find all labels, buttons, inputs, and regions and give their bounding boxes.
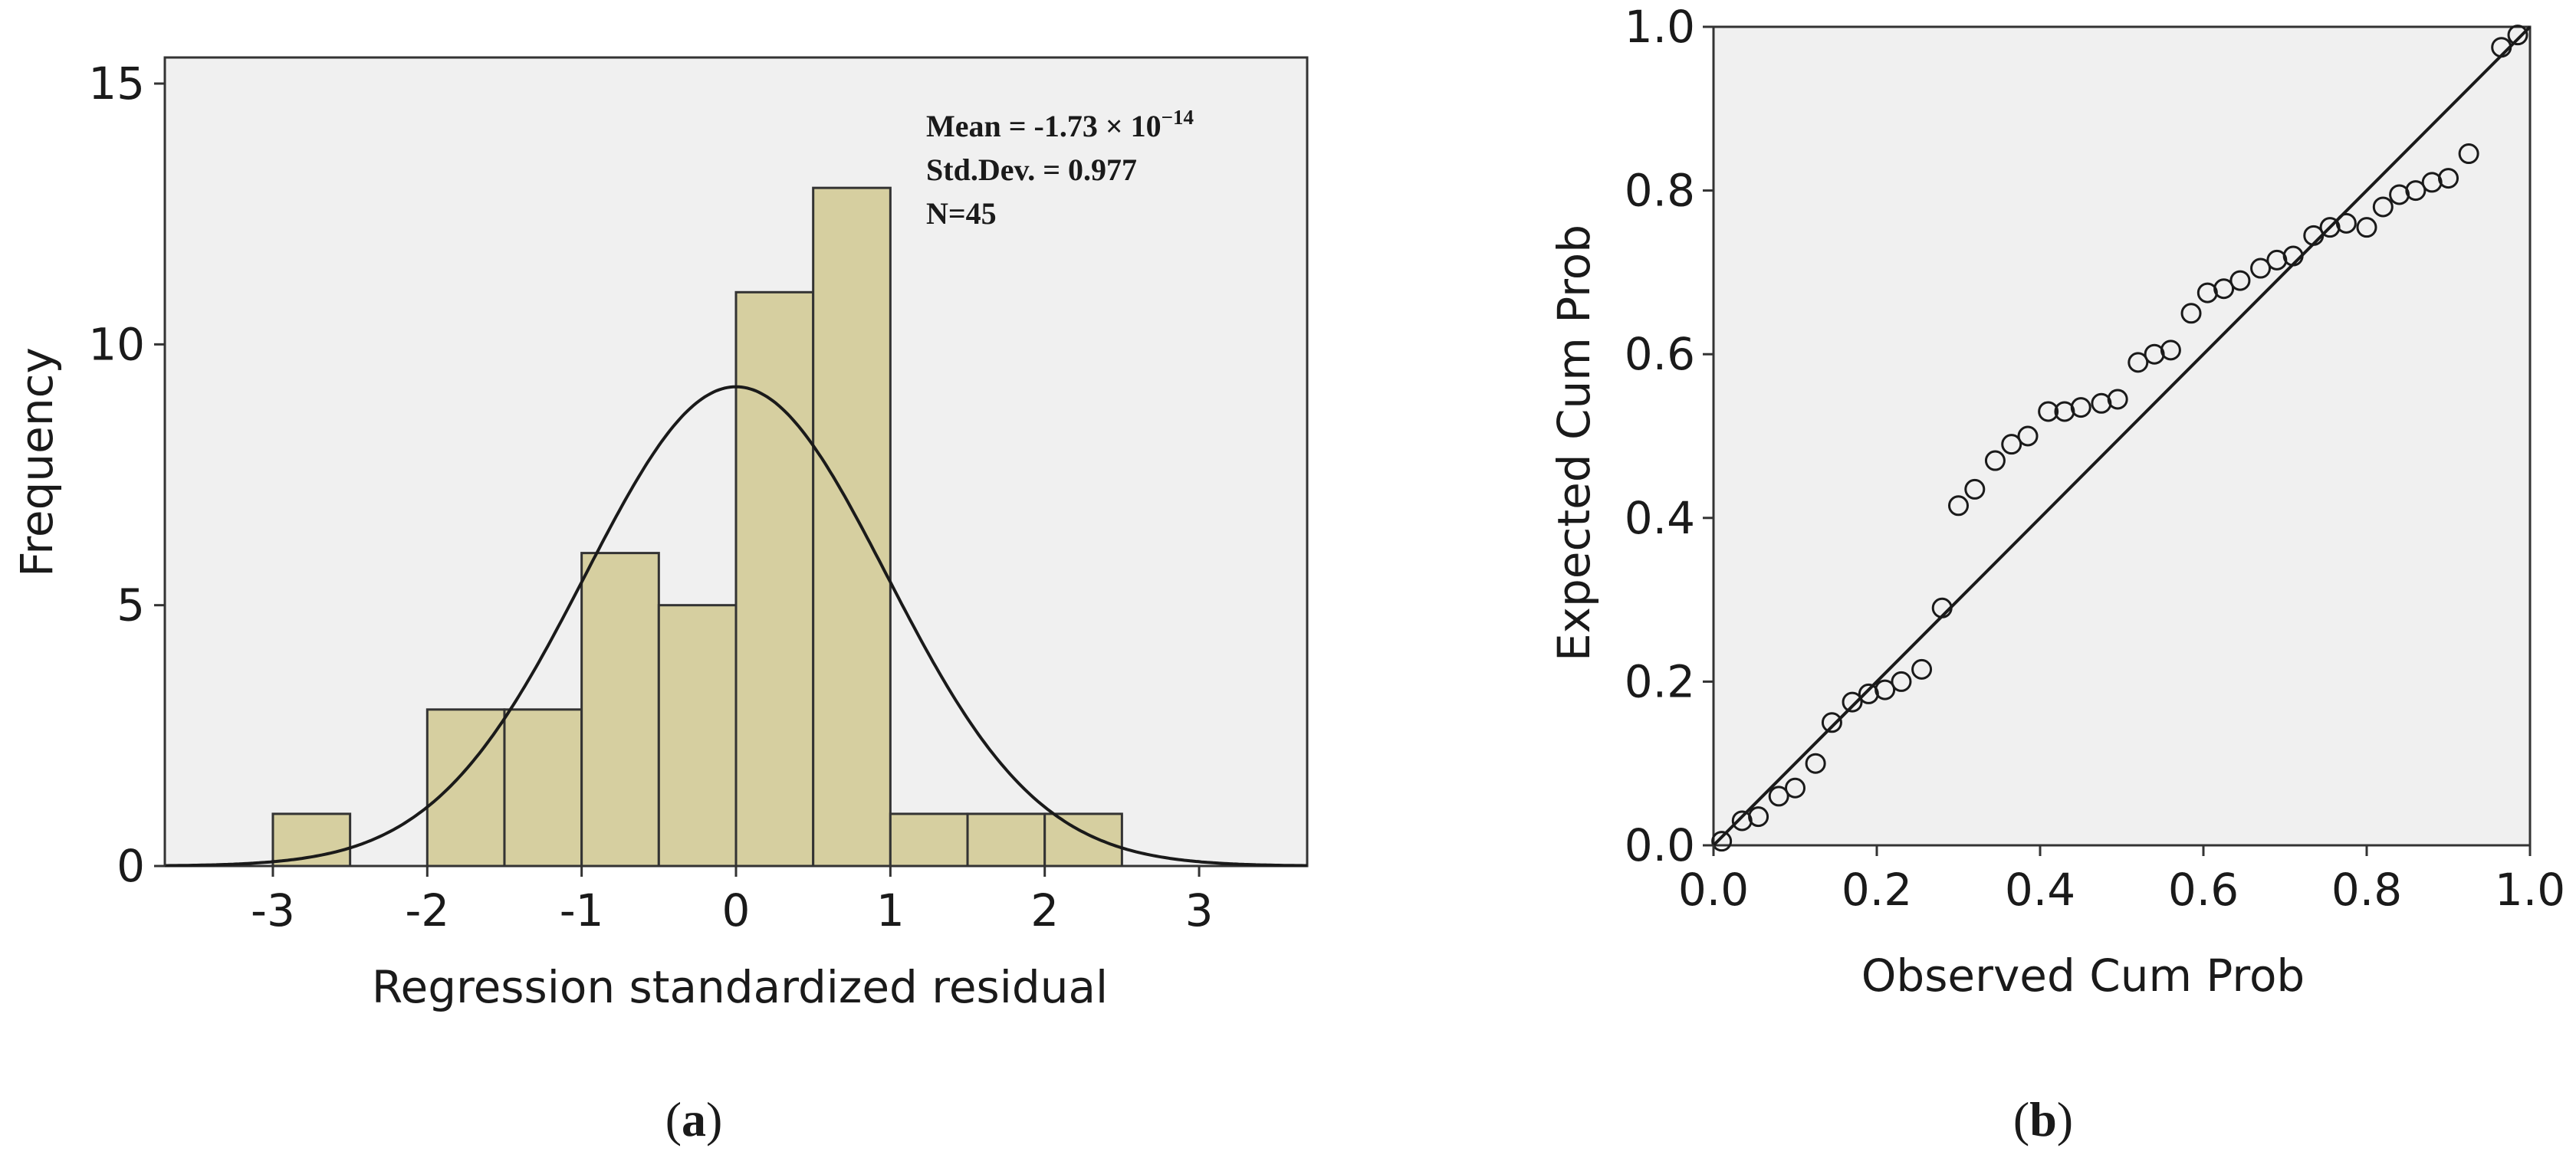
y-tick-label: 5	[117, 579, 145, 631]
stats-mean-exponent: −14	[1162, 106, 1194, 129]
y-tick-label: 0.6	[1625, 328, 1695, 380]
pp-point	[2491, 37, 2512, 58]
pp-point	[1875, 679, 1896, 700]
stats-std-dev: Std.Dev. = 0.977	[926, 153, 1137, 187]
pp-point	[2128, 352, 2149, 373]
pp-point	[2335, 212, 2357, 234]
pp-point	[2438, 168, 2459, 189]
histogram-bar	[657, 604, 738, 868]
x-tick-label: 1.0	[2495, 864, 2565, 916]
x-tick-label: -2	[405, 884, 449, 937]
histogram-y-ticks: 0 5 10 15	[88, 57, 165, 892]
x-tick-label: 0.2	[1842, 864, 1912, 916]
x-tick-label: 0.6	[2168, 864, 2239, 916]
x-tick-label: 0.8	[2331, 864, 2402, 916]
pp-point	[2458, 143, 2479, 165]
normal-curve	[165, 385, 1307, 868]
stats-mean: Mean = -1.73 × 10−14	[926, 106, 1194, 143]
y-tick-label: 1.0	[1625, 1, 1695, 53]
pp-point	[2017, 425, 2039, 447]
pp-point	[1768, 786, 1789, 807]
y-tick-label: 0.8	[1625, 165, 1695, 217]
pp-point	[1785, 777, 1806, 799]
pp-point	[2070, 397, 2091, 418]
pp-point	[2405, 180, 2426, 202]
reference-line	[1712, 25, 2532, 847]
histogram-bar	[1043, 812, 1123, 868]
x-tick-label: 2	[1030, 884, 1059, 937]
y-tick-label: 0.0	[1625, 819, 1695, 871]
y-tick-label: 0	[117, 840, 145, 892]
pp-point	[2507, 25, 2528, 46]
pp-point	[1931, 597, 1953, 618]
pp-point	[2180, 303, 2202, 324]
pp-point	[2229, 270, 2251, 291]
histogram-bar	[889, 812, 969, 868]
histogram-x-ticks: -3 -2 -1 0 1 2 3	[251, 866, 1214, 937]
pp-point	[2372, 196, 2394, 218]
x-tick-label: 3	[1185, 884, 1214, 937]
pp-point	[1821, 712, 1842, 733]
stats-box: Mean = -1.73 × 10−14 Std.Dev. = 0.977 N=…	[926, 106, 1194, 231]
pp-point	[2001, 434, 2022, 455]
panel-label-b: (b)	[2013, 1092, 2073, 1147]
pp-points	[1711, 25, 2528, 852]
pp-point	[1911, 658, 1933, 680]
pp-point	[1711, 831, 1733, 852]
pp-x-axis-label: Observed Cum Prob	[1861, 950, 2305, 1002]
y-tick-label: 10	[88, 318, 145, 370]
histogram-bar	[966, 812, 1046, 868]
pp-plot-panel: 0.0 0.2 0.4 0.6 0.8 1.0 0.0 0.2 0.4 0.6 0.8 1.0 Ob…	[1548, 1, 2565, 1147]
histogram-y-axis-label: Frequency	[11, 347, 63, 577]
pp-point	[1984, 450, 2006, 471]
pp-point	[1948, 495, 1969, 517]
histogram-x-axis-label: Regression standardized residual	[372, 961, 1108, 1013]
pp-point	[2282, 245, 2304, 267]
panel-label-a: (a)	[665, 1092, 723, 1147]
pp-point	[1748, 806, 1769, 828]
pp-y-axis-label: Expected Cum Prob	[1548, 225, 1600, 661]
pp-point	[2107, 389, 2128, 410]
pp-point	[1891, 671, 1912, 692]
y-tick-label: 0.2	[1625, 655, 1695, 707]
pp-point	[2356, 217, 2377, 238]
x-tick-label: 0.0	[1678, 864, 1749, 916]
pp-point	[2303, 225, 2325, 246]
x-tick-label: 0.4	[2005, 864, 2075, 916]
histogram-panel: 0 5 10 15 -3 -2 -1 0 1 2 3 Regression standardize…	[11, 56, 1309, 1147]
pp-point	[2250, 258, 2272, 279]
x-tick-label: 0	[722, 884, 751, 937]
y-tick-label: 15	[88, 57, 145, 110]
histogram-bar	[812, 186, 892, 868]
pp-point	[1842, 691, 1863, 713]
histogram-bar	[503, 708, 583, 868]
histogram-bar	[734, 290, 815, 868]
x-tick-label: -1	[560, 884, 604, 937]
pp-y-ticks: 0.0 0.2 0.4 0.6 0.8 1.0	[1625, 1, 1714, 871]
y-tick-label: 0.4	[1625, 492, 1695, 544]
pp-point	[1805, 753, 1826, 774]
pp-point	[1964, 478, 1986, 500]
pp-x-ticks: 0.0 0.2 0.4 0.6 0.8 1.0	[1678, 845, 2565, 916]
histogram-bar	[580, 552, 660, 868]
x-tick-label: 1	[876, 884, 905, 937]
pp-point	[2213, 278, 2235, 300]
stats-n: N=45	[926, 196, 997, 231]
pp-point	[2160, 340, 2181, 361]
x-tick-label: -3	[251, 884, 295, 937]
pp-point	[2038, 401, 2059, 422]
